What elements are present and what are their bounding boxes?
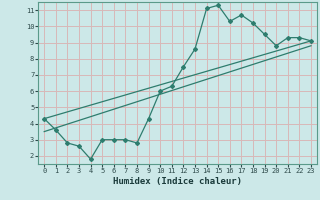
X-axis label: Humidex (Indice chaleur): Humidex (Indice chaleur) [113,177,242,186]
